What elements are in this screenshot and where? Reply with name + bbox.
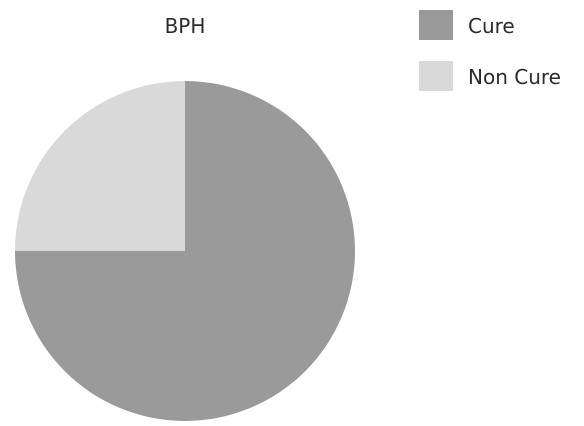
legend-swatch-cure bbox=[419, 10, 453, 40]
legend: Cure Non Cure bbox=[419, 10, 561, 91]
chart-title: BPH bbox=[165, 14, 206, 38]
legend-swatch-non-cure bbox=[419, 61, 453, 91]
pie-slice-non-cure bbox=[15, 81, 185, 251]
legend-label-non-cure: Non Cure bbox=[468, 65, 561, 89]
pie-slices bbox=[15, 81, 355, 421]
legend-label-cure: Cure bbox=[468, 14, 515, 38]
